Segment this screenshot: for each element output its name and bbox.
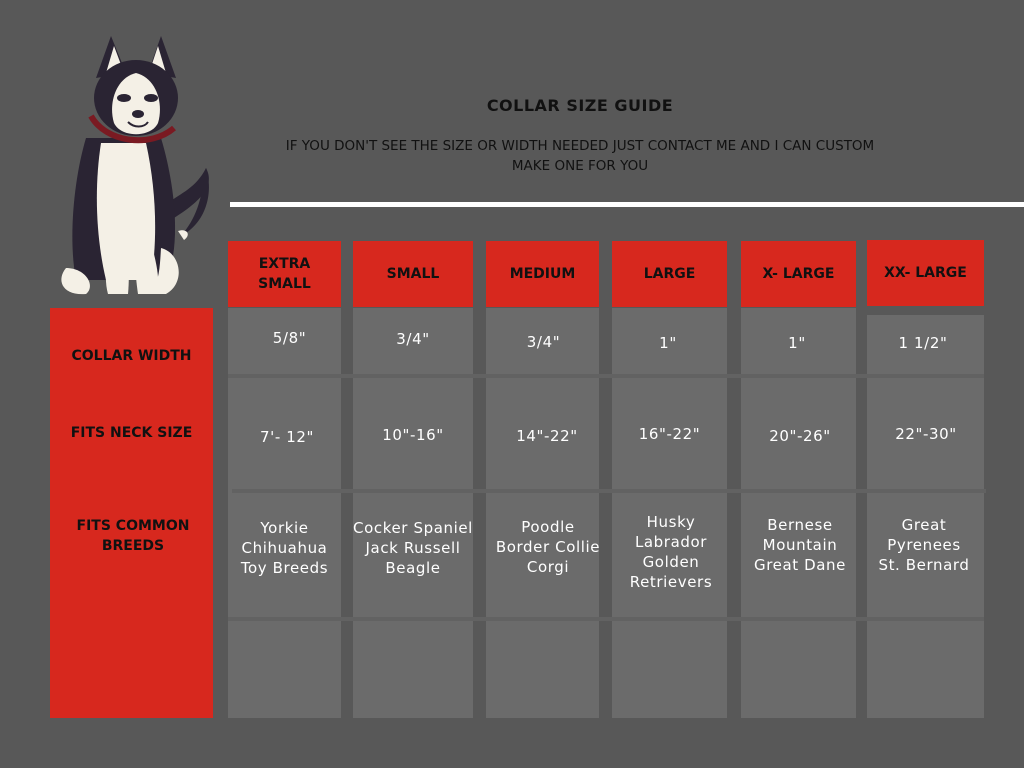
header-x-large: X- LARGE: [741, 241, 856, 307]
cell-breeds-extra-small: Yorkie Chihuahua Toy Breeds: [228, 518, 341, 578]
row-label-breeds: FITS COMMON BREEDS: [76, 518, 190, 554]
column-x-large: [741, 308, 856, 718]
cell-neck-small: 10"-16": [382, 426, 444, 444]
row-separator: [232, 489, 986, 493]
breed-name: Cocker Spaniel: [353, 519, 473, 537]
cell-width-small: 3/4": [396, 330, 430, 348]
breed-name: Husky: [646, 513, 696, 531]
header-extra-small: EXTRA SMALL: [228, 241, 341, 307]
breed-name: Corgi: [526, 558, 570, 576]
breed-name: Great Dane: [753, 556, 846, 574]
header-medium: MEDIUM: [486, 241, 599, 307]
breed-name: St. Bernard: [878, 556, 970, 574]
cell-neck-extra-small: 7'- 12": [259, 428, 315, 446]
row-separator: [228, 374, 984, 378]
breed-name: Border Collie: [495, 538, 601, 556]
breed-name: Retrievers: [629, 573, 713, 591]
cell-neck-medium: 14"-22": [516, 427, 578, 445]
breed-name: Toy Breeds: [240, 559, 329, 577]
cell-breeds-large: Husky Labrador Golden Retrievers: [612, 512, 730, 592]
breed-name: Golden: [642, 553, 700, 571]
breed-name: Labrador: [634, 533, 708, 551]
column-extra-small: [228, 308, 341, 718]
title-divider: [230, 202, 1024, 207]
header-xx-large: XX- LARGE: [867, 240, 984, 306]
row-separator: [228, 617, 984, 621]
cell-neck-xx-large: 22"-30": [895, 425, 957, 443]
cell-width-xx-large: 1 1/2": [898, 334, 948, 352]
cell-breeds-medium: Poodle Border Collie Corgi: [486, 517, 610, 577]
cell-width-large: 1": [659, 334, 677, 352]
breed-name: Beagle: [385, 559, 441, 577]
header-large: LARGE: [612, 241, 727, 307]
column-small: [353, 308, 473, 718]
column-medium: [486, 308, 599, 718]
cell-neck-x-large: 20"-26": [769, 427, 831, 445]
breed-name: Pyrenees: [887, 536, 961, 554]
breed-name: Great: [901, 516, 947, 534]
cell-breeds-small: Cocker Spaniel Jack Russell Beagle: [349, 518, 477, 578]
cell-breeds-xx-large: Great Pyrenees St. Bernard: [867, 515, 981, 575]
breed-name: Bernese: [767, 516, 833, 534]
cell-width-extra-small: 5/8": [272, 329, 307, 347]
row-label-neck-size: FITS NECK SIZE: [70, 425, 193, 441]
row-label-collar-width: COLLAR WIDTH: [71, 348, 192, 364]
breed-name: Jack Russell: [365, 539, 461, 557]
breed-name: Mountain: [762, 536, 838, 554]
breed-name: Yorkie: [260, 519, 309, 537]
header-small: SMALL: [353, 241, 473, 307]
row-label-panel: [50, 308, 213, 718]
breed-name: Poodle: [521, 518, 575, 536]
page-subtitle: IF YOU DON'T SEE THE SIZE OR WIDTH NEEDE…: [285, 138, 875, 174]
cell-width-x-large: 1": [788, 334, 806, 352]
column-xx-large: [867, 315, 984, 718]
cell-neck-large: 16"-22": [638, 425, 701, 443]
breed-name: Chihuahua: [241, 539, 328, 557]
cell-width-medium: 3/4": [526, 333, 561, 351]
page-title: COLLAR SIZE GUIDE: [486, 96, 674, 115]
cell-breeds-x-large: Bernese Mountain Great Dane: [741, 515, 859, 575]
husky-dog-illustration: [61, 36, 209, 295]
